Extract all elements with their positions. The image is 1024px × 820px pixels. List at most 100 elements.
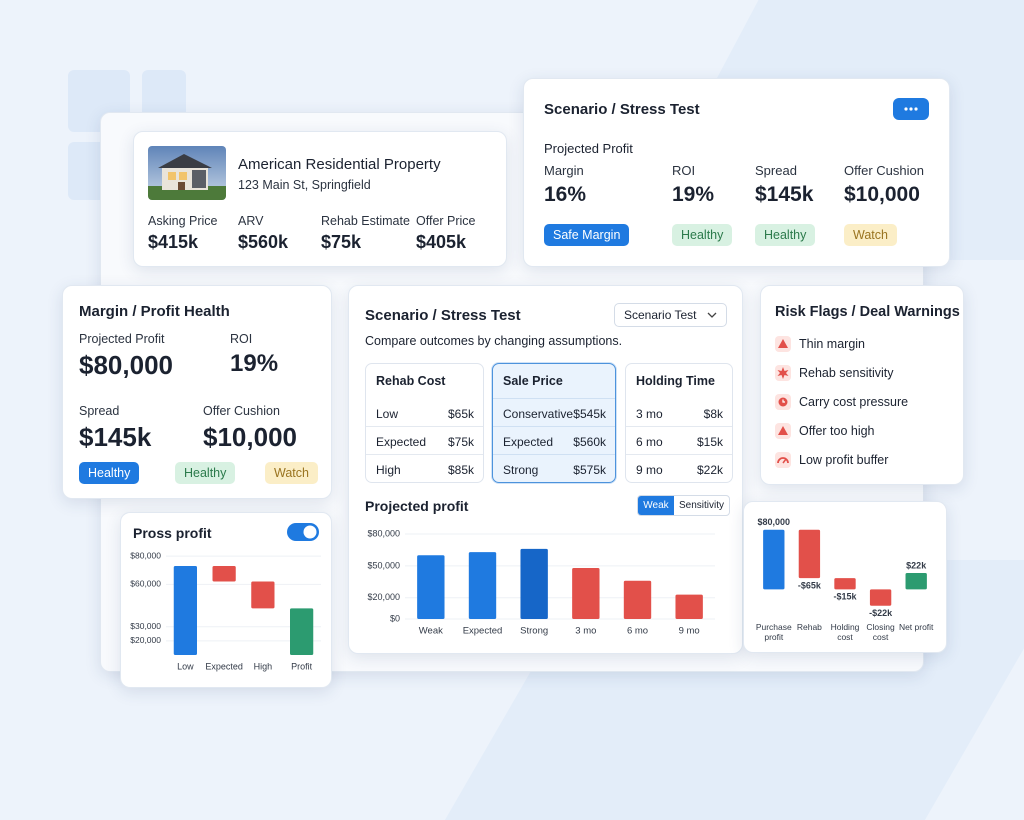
stat-label: Rehab Estimate bbox=[321, 214, 410, 228]
scenario-dropdown[interactable]: Scenario Test bbox=[614, 303, 727, 327]
bar bbox=[212, 565, 236, 582]
row-value: $560k bbox=[573, 435, 606, 449]
row-label: 3 mo bbox=[636, 407, 663, 421]
warning-icon bbox=[775, 452, 791, 468]
risk-item: Carry cost pressure bbox=[799, 395, 909, 409]
metric-value: $10,000 bbox=[844, 183, 920, 206]
bar bbox=[905, 572, 927, 590]
profit-waterfall-card: $80,000 -$65k -$15k -$22k $22k Purchase prof… bbox=[743, 501, 947, 653]
page-body: American Residential Property 123 Main S… bbox=[62, 70, 964, 688]
metric-label: Offer Cushion bbox=[203, 404, 280, 418]
metric-value: 19% bbox=[672, 183, 715, 206]
pross-profit-card: Pross profit $20,000 $30,000 $60,000 $80,00… bbox=[120, 512, 332, 688]
scenario-table: Sale Price Conservative $545k Expected $560k… bbox=[492, 363, 616, 483]
value-label: -$65k bbox=[798, 581, 822, 591]
stat-label: Offer Price bbox=[416, 214, 476, 228]
metric-value: $10,000 bbox=[203, 422, 297, 452]
x-tick-label: Profit bbox=[291, 661, 313, 671]
table-title: Holding Time bbox=[636, 374, 715, 388]
card-title: Scenario / Stress Test bbox=[365, 307, 521, 324]
y-tick-label: $50,000 bbox=[367, 560, 400, 570]
icon-shape bbox=[778, 426, 788, 435]
table-row: High $85k bbox=[366, 454, 483, 483]
status-badge: Healthy bbox=[175, 462, 236, 484]
icon-shape bbox=[782, 399, 785, 403]
row-label: Conservative bbox=[503, 407, 574, 421]
warning-icon bbox=[775, 394, 791, 410]
x-tick-label: Expected bbox=[205, 661, 243, 671]
bar bbox=[173, 565, 197, 655]
table-title: Rehab Cost bbox=[376, 374, 446, 388]
scenario-table: Holding Time 3 mo $8k 6 mo $15k 9 mo $22k bbox=[625, 363, 733, 483]
x-tick-label: Strong bbox=[520, 626, 548, 637]
property-address: 123 Main St, Springfield bbox=[238, 178, 371, 192]
bar bbox=[468, 552, 497, 619]
row-label: 6 mo bbox=[636, 435, 663, 449]
row-label: Strong bbox=[503, 463, 539, 477]
row-value: $65k bbox=[447, 407, 474, 421]
stress-test-card: Scenario / Stress Test Scenario Test Com… bbox=[348, 285, 743, 654]
row-label: 9 mo bbox=[636, 463, 663, 477]
bar bbox=[623, 580, 652, 619]
bar bbox=[520, 548, 548, 619]
warning-icon bbox=[775, 365, 791, 381]
metric-value: $145k bbox=[755, 183, 814, 206]
chart-title: Projected profit bbox=[365, 498, 469, 514]
y-tick-label: $80,000 bbox=[367, 528, 400, 538]
toggle-option[interactable]: Sensitivity bbox=[678, 500, 724, 511]
stat-value: $560k bbox=[238, 232, 289, 252]
card-title: Risk Flags / Deal Warnings bbox=[775, 304, 960, 320]
y-tick-label: $60,000 bbox=[130, 579, 161, 589]
warning-icon bbox=[775, 336, 791, 352]
row-value: $575k bbox=[573, 463, 606, 477]
table-row: 6 mo $15k bbox=[626, 426, 732, 455]
metric-value: 19% bbox=[230, 350, 279, 377]
table-row: Strong $575k bbox=[493, 454, 615, 483]
card-title: Margin / Profit Health bbox=[79, 303, 230, 320]
status-badge: Safe Margin bbox=[544, 224, 630, 246]
toggle-option[interactable]: Weak bbox=[638, 496, 674, 515]
bar-chart: $0 $20,000 $50,000 $80,000 Weak Expected Stron… bbox=[367, 528, 715, 637]
table-row: 3 mo $8k bbox=[626, 398, 732, 427]
x-tick-label: 9 mo bbox=[679, 626, 700, 637]
bar bbox=[572, 568, 600, 619]
row-value: $85k bbox=[447, 463, 474, 477]
section-label: Projected Profit bbox=[544, 141, 633, 156]
property-image bbox=[148, 146, 226, 200]
profit-health-card: Margin / Profit Health Projected Profit $… bbox=[62, 285, 332, 499]
y-tick-label: $30,000 bbox=[130, 621, 161, 631]
bar bbox=[869, 589, 892, 606]
page: Deal Analysis Dashboard { "property": { … bbox=[62, 70, 964, 688]
menu-button[interactable] bbox=[893, 98, 929, 120]
toggle-switch[interactable] bbox=[287, 523, 319, 541]
risk-item: Offer too high bbox=[799, 424, 875, 438]
scenario-summary-card: Scenario / Stress Test Projected Profit … bbox=[523, 78, 950, 267]
x-tick-label: Rehab bbox=[796, 622, 822, 632]
bar bbox=[290, 608, 314, 655]
status-badge: Healthy bbox=[755, 224, 816, 246]
x-tick-label: 3 mo bbox=[575, 626, 596, 637]
description: Compare outcomes by changing assumptions… bbox=[365, 334, 623, 348]
status-badge: Healthy bbox=[672, 224, 733, 246]
stat-label: ARV bbox=[238, 214, 264, 228]
table-row: Low $65k bbox=[366, 398, 483, 427]
bar bbox=[251, 581, 275, 609]
row-label: High bbox=[376, 463, 401, 477]
metric-label: ROI bbox=[230, 332, 253, 346]
table-row: 9 mo $22k bbox=[626, 454, 732, 483]
dropdown-text: Scenario Test bbox=[624, 308, 697, 322]
chevron-icon bbox=[707, 312, 717, 318]
x-tick-label: Purchase profit bbox=[755, 622, 792, 642]
value-label: -$22k bbox=[869, 608, 893, 618]
metric-label: ROI bbox=[672, 163, 696, 178]
metric-label: Spread bbox=[755, 163, 797, 178]
stat-value: $415k bbox=[148, 232, 199, 252]
bar bbox=[834, 578, 856, 590]
chart-toggle: Weak Sensitivity bbox=[637, 495, 730, 516]
scenario-table: Rehab Cost Low $65k Expected $75k High $85k bbox=[365, 363, 484, 483]
value-label: $80,000 bbox=[758, 517, 791, 527]
row-value: $8k bbox=[703, 407, 723, 421]
property-title: American Residential Property bbox=[238, 156, 441, 173]
x-tick-label: Holding cost bbox=[830, 622, 860, 642]
x-tick-label: Weak bbox=[419, 626, 443, 637]
